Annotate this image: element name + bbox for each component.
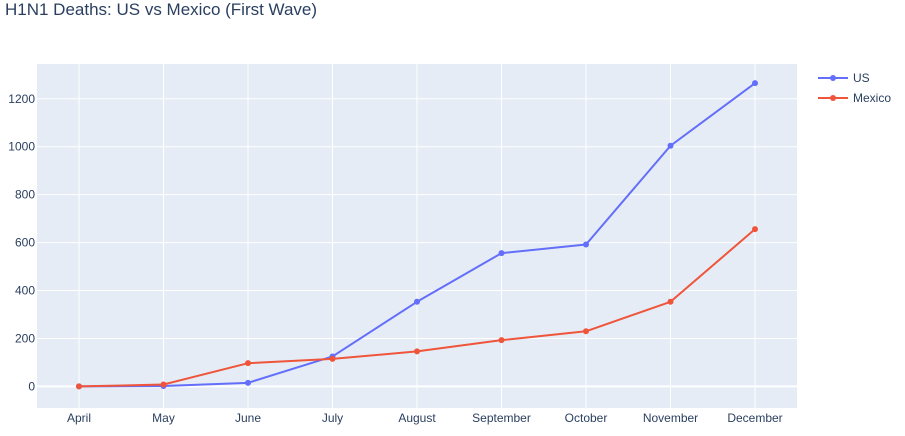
y-tick-label: 400 xyxy=(15,284,35,298)
data-point xyxy=(160,381,167,388)
x-tick-label: June xyxy=(235,411,261,425)
data-point xyxy=(583,241,589,248)
data-point xyxy=(414,298,420,305)
x-tick-label: May xyxy=(152,411,175,425)
data-point xyxy=(245,360,251,367)
legend-marker xyxy=(830,95,836,101)
legend-item: Mexico xyxy=(818,91,891,105)
y-tick-label: 0 xyxy=(28,379,35,393)
y-tick-label: 1000 xyxy=(8,140,35,154)
x-tick-label: November xyxy=(643,411,698,425)
data-point xyxy=(76,383,82,390)
x-tick-label: September xyxy=(472,411,531,425)
y-tick-label: 600 xyxy=(15,236,35,250)
x-tick-label: October xyxy=(565,411,608,425)
data-point xyxy=(498,250,505,257)
y-tick-label: 200 xyxy=(15,331,35,345)
data-point xyxy=(583,328,589,335)
legend-marker xyxy=(830,75,836,81)
legend-item: US xyxy=(818,71,870,85)
data-point xyxy=(667,298,674,305)
data-point xyxy=(329,355,336,362)
chart-title: H1N1 Deaths: US vs Mexico (First Wave) xyxy=(5,0,318,19)
x-tick-label: August xyxy=(398,411,436,425)
legend-label: US xyxy=(853,71,870,85)
data-point xyxy=(667,142,674,149)
y-tick-label: 1200 xyxy=(8,92,35,106)
axis-layer: April May June July August September October No… xyxy=(8,92,782,425)
series-mexico xyxy=(76,226,758,390)
data-point xyxy=(752,226,758,233)
data-point xyxy=(498,337,505,344)
y-tick-label: 800 xyxy=(15,188,35,202)
data-point xyxy=(752,80,758,87)
x-tick-label: December xyxy=(727,411,782,425)
legend: US Mexico xyxy=(818,71,891,105)
x-tick-label: July xyxy=(322,411,343,425)
data-point xyxy=(245,379,251,386)
legend-label: Mexico xyxy=(853,91,891,105)
data-point xyxy=(414,348,420,355)
x-tick-label: April xyxy=(67,411,91,425)
series-layer xyxy=(76,80,758,390)
